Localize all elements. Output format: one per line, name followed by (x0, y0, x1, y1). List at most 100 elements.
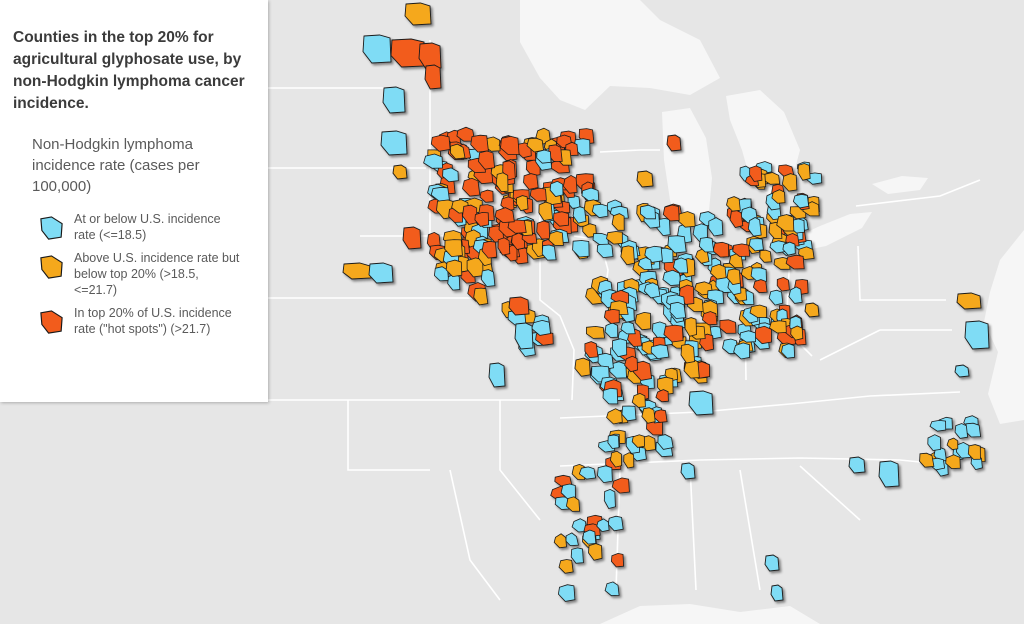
county-polygon[interactable] (572, 206, 587, 224)
county-polygon[interactable] (478, 150, 496, 170)
county-polygon[interactable] (585, 325, 606, 339)
county-polygon[interactable] (680, 462, 696, 480)
county-polygon[interactable] (565, 496, 581, 512)
county-polygon[interactable] (402, 226, 422, 250)
county-polygon[interactable] (423, 153, 443, 169)
county-polygon[interactable] (776, 214, 795, 232)
county-polygon[interactable] (964, 320, 990, 350)
county-polygon[interactable] (479, 189, 494, 203)
county-polygon[interactable] (430, 186, 450, 202)
county-polygon[interactable] (603, 488, 616, 509)
county-polygon[interactable] (424, 64, 442, 90)
county-polygon[interactable] (604, 581, 620, 597)
county-polygon[interactable] (632, 360, 653, 381)
county-polygon[interactable] (570, 547, 584, 564)
county-polygon[interactable] (639, 204, 656, 220)
county-polygon[interactable] (574, 357, 591, 377)
county-polygon[interactable] (954, 423, 969, 439)
county-polygon[interactable] (514, 322, 534, 350)
county-polygon[interactable] (606, 231, 623, 245)
county-polygon[interactable] (788, 286, 803, 304)
county-polygon[interactable] (710, 263, 727, 280)
county-polygon[interactable] (578, 466, 597, 480)
county-polygon[interactable] (770, 584, 784, 602)
county-polygon[interactable] (581, 187, 600, 202)
county-polygon[interactable] (726, 196, 741, 212)
county-polygon[interactable] (663, 324, 684, 343)
county-polygons[interactable] (342, 2, 990, 602)
county-polygon[interactable] (804, 302, 820, 318)
county-polygon[interactable] (611, 213, 625, 231)
county-polygon[interactable] (771, 189, 786, 204)
county-polygon[interactable] (609, 361, 627, 379)
county-polygon[interactable] (785, 254, 805, 270)
county-polygon[interactable] (516, 195, 529, 212)
county-polygon[interactable] (764, 554, 780, 572)
county-polygon[interactable] (750, 267, 767, 283)
county-polygon[interactable] (529, 187, 547, 202)
county-polygon[interactable] (732, 243, 751, 257)
county-polygon[interactable] (637, 257, 653, 271)
county-polygon[interactable] (481, 240, 498, 259)
county-polygon[interactable] (680, 343, 696, 364)
county-polygon[interactable] (929, 419, 947, 432)
county-polygon[interactable] (797, 163, 811, 181)
county-polygon[interactable] (748, 238, 764, 252)
county-polygon[interactable] (719, 319, 737, 334)
county-polygon[interactable] (473, 287, 489, 306)
county-polygon[interactable] (480, 269, 496, 287)
county-polygon[interactable] (672, 257, 689, 274)
county-polygon[interactable] (946, 437, 959, 451)
county-polygon[interactable] (688, 390, 714, 416)
county-polygon[interactable] (773, 256, 791, 270)
county-polygon[interactable] (655, 389, 669, 403)
county-polygon[interactable] (611, 338, 628, 358)
county-polygon[interactable] (523, 173, 539, 190)
county-polygon[interactable] (781, 173, 798, 192)
county-polygon[interactable] (781, 343, 796, 359)
county-polygon[interactable] (445, 259, 463, 278)
county-polygon[interactable] (342, 262, 372, 280)
county-polygon[interactable] (698, 237, 715, 253)
county-polygon[interactable] (362, 34, 392, 64)
county-polygon[interactable] (927, 434, 942, 451)
county-polygon[interactable] (549, 180, 564, 197)
county-polygon[interactable] (572, 240, 590, 258)
county-polygon[interactable] (669, 301, 687, 319)
county-polygon[interactable] (878, 460, 900, 488)
county-polygon[interactable] (792, 193, 810, 209)
county-polygon[interactable] (404, 2, 432, 26)
county-polygon[interactable] (536, 149, 552, 164)
county-polygon[interactable] (548, 230, 564, 246)
county-polygon[interactable] (603, 308, 620, 324)
county-polygon[interactable] (591, 203, 609, 219)
county-polygon[interactable] (597, 352, 614, 370)
county-polygon[interactable] (641, 407, 656, 424)
county-polygon[interactable] (624, 355, 638, 373)
county-polygon[interactable] (739, 330, 756, 343)
county-polygon[interactable] (708, 217, 724, 237)
county-polygon[interactable] (607, 434, 620, 449)
county-polygon[interactable] (666, 134, 682, 152)
county-polygon[interactable] (525, 159, 541, 177)
county-polygon[interactable] (733, 342, 751, 360)
county-polygon[interactable] (656, 217, 671, 237)
county-polygon[interactable] (557, 584, 576, 602)
county-polygon[interactable] (752, 279, 768, 294)
county-polygon[interactable] (919, 452, 935, 468)
county-polygon[interactable] (662, 204, 680, 222)
county-polygon[interactable] (592, 232, 609, 245)
county-polygon[interactable] (747, 217, 762, 237)
county-polygon[interactable] (610, 289, 630, 304)
county-polygon[interactable] (636, 170, 654, 188)
county-polygon[interactable] (602, 387, 619, 405)
county-polygon[interactable] (631, 434, 645, 448)
county-polygon[interactable] (418, 42, 442, 70)
county-polygon[interactable] (643, 282, 661, 299)
county-polygon[interactable] (848, 456, 866, 474)
county-polygon[interactable] (380, 130, 408, 156)
county-polygon[interactable] (430, 134, 451, 152)
county-polygon[interactable] (667, 235, 687, 254)
county-polygon[interactable] (495, 172, 509, 193)
